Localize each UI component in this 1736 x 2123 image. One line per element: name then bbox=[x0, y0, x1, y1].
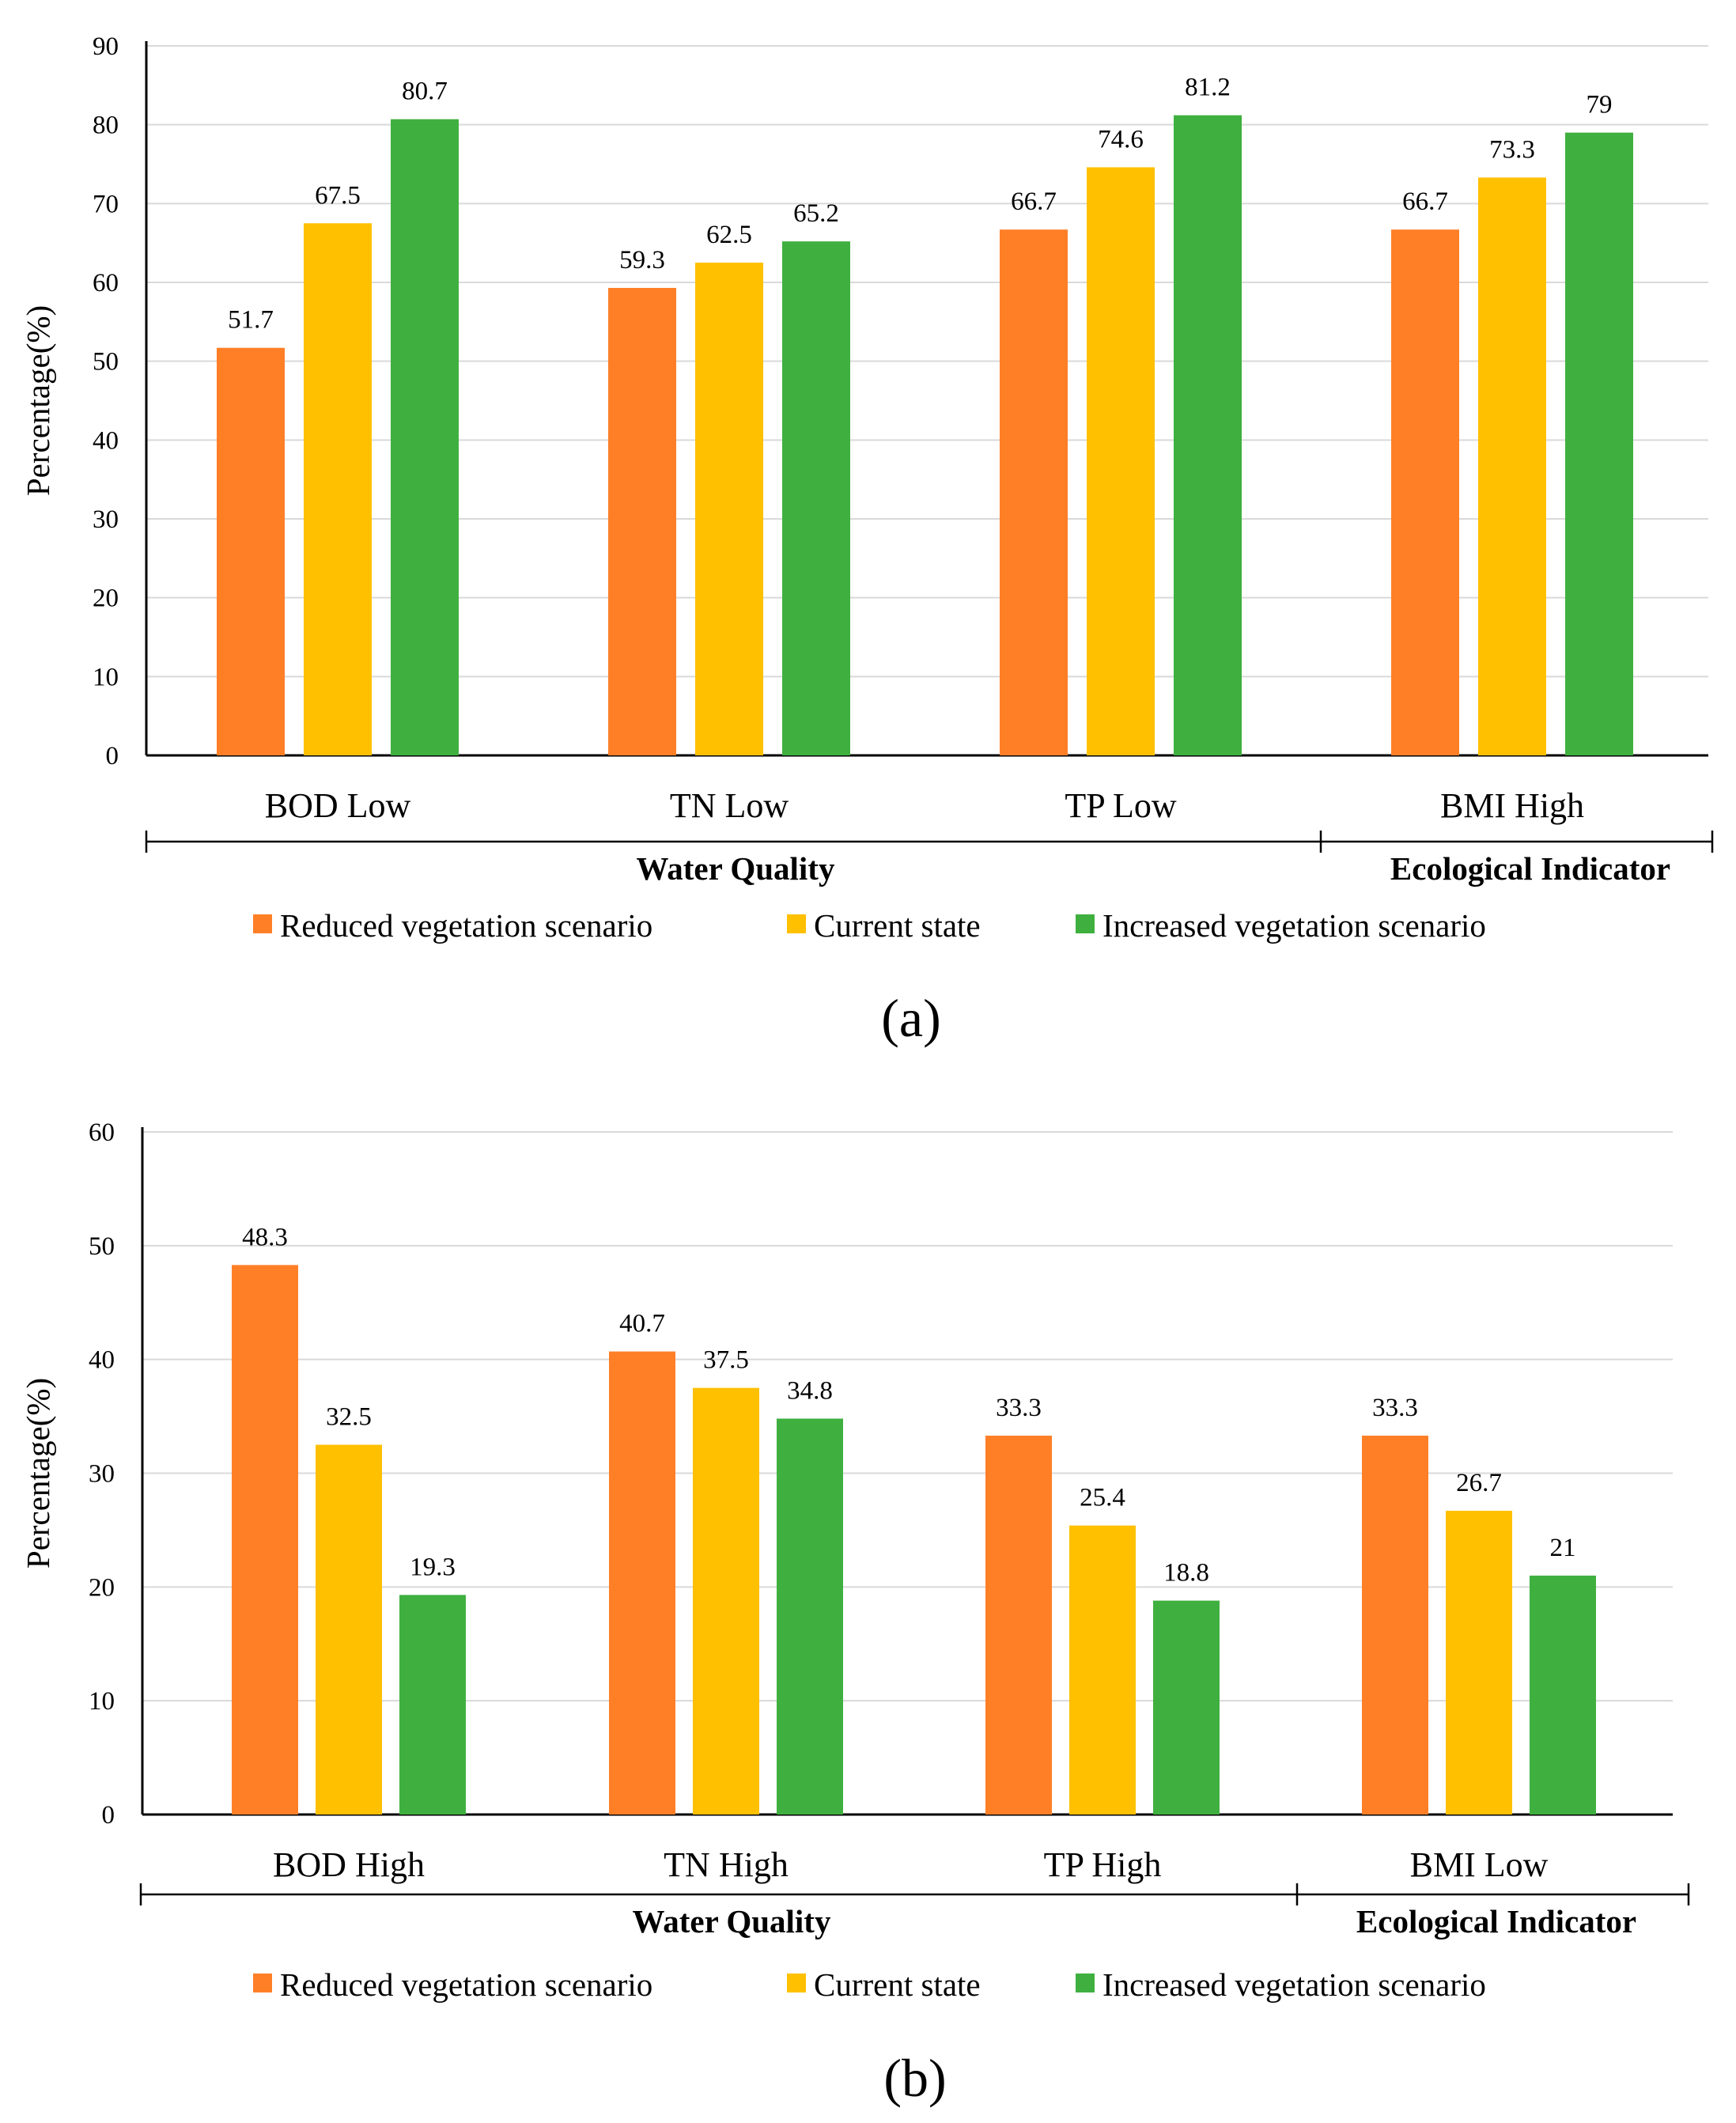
panel-a-data-label: 66.7 bbox=[1011, 187, 1057, 216]
panel-a-data-label: 59.3 bbox=[619, 246, 665, 274]
panel-b-data-label: 48.3 bbox=[242, 1223, 288, 1251]
panel-a-bar-bod-low-series-2 bbox=[304, 223, 372, 755]
panel-b-bar-tn-high-series-1 bbox=[609, 1351, 675, 1815]
panel-b-data-label: 37.5 bbox=[703, 1346, 749, 1375]
panel-b-y-tick-label: 10 bbox=[89, 1687, 115, 1716]
panel-b-legend-swatch bbox=[253, 1974, 272, 1992]
panel-a-data-label: 74.6 bbox=[1098, 125, 1144, 153]
panel-a-y-tick-label: 90 bbox=[93, 32, 119, 61]
panel-b-data-label: 32.5 bbox=[326, 1403, 372, 1432]
panel-a-data-label: 67.5 bbox=[315, 181, 361, 210]
panel-a-bar-bod-low-series-1 bbox=[217, 347, 285, 755]
panel-a-bar-bod-low-series-3 bbox=[391, 119, 459, 755]
panel-a-legend-label: Reduced vegetation scenario bbox=[280, 907, 652, 944]
panel-b-bar-tp-high-series-1 bbox=[985, 1436, 1052, 1815]
panel-b-group-label: Ecological Indicator bbox=[1356, 1903, 1636, 1939]
panel-b-legend-label: Reduced vegetation scenario bbox=[280, 1966, 652, 2003]
panel-b-category-label: TP High bbox=[1044, 1845, 1162, 1884]
panel-a-legend-swatch bbox=[1076, 914, 1095, 933]
panel-b-legend-swatch bbox=[787, 1974, 806, 1992]
panel-b-legend-label: Current state bbox=[814, 1966, 981, 2003]
panel-b-data-label: 25.4 bbox=[1080, 1484, 1125, 1512]
panel-a-bar-tn-low-series-3 bbox=[782, 241, 850, 755]
panel-a-data-label: 73.3 bbox=[1489, 135, 1535, 164]
panel-b-category-label: BOD High bbox=[273, 1845, 425, 1884]
panel-a-y-tick-label: 0 bbox=[106, 742, 119, 770]
panel-a-legend-label: Increased vegetation scenario bbox=[1102, 907, 1486, 944]
panel-b-y-axis-title: Percentage(%) bbox=[20, 1378, 56, 1569]
panel-a-category-label: TP Low bbox=[1065, 786, 1177, 825]
panel-a-data-label: 79 bbox=[1587, 91, 1613, 119]
panel-b-bar-tn-high-series-3 bbox=[777, 1418, 843, 1815]
panel-b-y-tick-label: 30 bbox=[89, 1460, 115, 1489]
panel-a-y-tick-label: 30 bbox=[93, 505, 119, 534]
panel-b-bar-bod-high-series-1 bbox=[232, 1265, 298, 1815]
panel-b-bar-bmi-low-series-1 bbox=[1362, 1436, 1428, 1815]
panel-b-bar-bmi-low-series-3 bbox=[1530, 1575, 1596, 1815]
panel-a-y-tick-label: 60 bbox=[93, 269, 119, 297]
panel-b-y-tick-label: 50 bbox=[89, 1232, 115, 1261]
panel-a-bar-tp-low-series-1 bbox=[1000, 229, 1068, 755]
panel-b-category-label: TN High bbox=[664, 1845, 789, 1884]
panel-a-panel-label: (a) bbox=[881, 988, 940, 1048]
panel-a-data-label: 80.7 bbox=[402, 78, 448, 106]
panel-a-category-label: TN Low bbox=[670, 786, 789, 825]
panel-b-data-label: 26.7 bbox=[1456, 1469, 1502, 1497]
panel-a-bar-bmi-high-series-1 bbox=[1391, 229, 1459, 755]
panel-b-y-tick-label: 60 bbox=[89, 1118, 115, 1147]
panel-a-category-label: BOD Low bbox=[265, 786, 411, 825]
panel-a-category-label: BMI High bbox=[1440, 786, 1584, 825]
panel-a-y-tick-label: 20 bbox=[93, 585, 119, 613]
panel-b-bar-tp-high-series-3 bbox=[1153, 1600, 1220, 1815]
panel-b-bar-tp-high-series-2 bbox=[1069, 1525, 1136, 1815]
panel-a-group-label: Ecological Indicator bbox=[1390, 850, 1670, 887]
panel-a-data-label: 66.7 bbox=[1402, 187, 1448, 216]
panel-b-y-tick-label: 20 bbox=[89, 1573, 115, 1602]
panel-b-data-label: 33.3 bbox=[1372, 1394, 1418, 1422]
panel-a-group-label: Water Quality bbox=[637, 850, 835, 887]
panel-b-bar-tn-high-series-2 bbox=[693, 1387, 759, 1815]
panel-a-bar-tn-low-series-1 bbox=[608, 287, 676, 755]
panel-a-legend-swatch bbox=[253, 914, 272, 933]
panel-a-legend-swatch bbox=[787, 914, 806, 933]
panel-a-data-label: 81.2 bbox=[1185, 74, 1231, 102]
panel-b-data-label: 19.3 bbox=[410, 1553, 456, 1581]
panel-b-data-label: 21 bbox=[1550, 1534, 1576, 1562]
panel-b-data-label: 40.7 bbox=[619, 1310, 665, 1338]
panel-a-y-tick-label: 10 bbox=[93, 663, 119, 691]
panel-a-data-label: 65.2 bbox=[793, 199, 839, 228]
panel-a-y-axis-title: Percentage(%) bbox=[20, 305, 56, 496]
panel-b-bar-bod-high-series-2 bbox=[316, 1444, 382, 1815]
panel-b-data-label: 18.8 bbox=[1163, 1559, 1209, 1588]
panel-a-bar-bmi-high-series-2 bbox=[1478, 177, 1546, 755]
panel-a-data-label: 62.5 bbox=[706, 221, 752, 249]
panel-b-legend-swatch bbox=[1076, 1974, 1095, 1992]
panel-a-data-label: 51.7 bbox=[228, 306, 274, 335]
panel-b-legend-label: Increased vegetation scenario bbox=[1102, 1966, 1486, 2003]
panel-b-group-label: Water Quality bbox=[633, 1903, 831, 1939]
panel-b-category-label: BMI Low bbox=[1410, 1845, 1549, 1884]
panel-a-legend-label: Current state bbox=[814, 907, 981, 944]
panel-b-y-tick-label: 40 bbox=[89, 1346, 115, 1375]
panel-a-y-tick-label: 80 bbox=[93, 112, 119, 140]
panel-a-bar-bmi-high-series-3 bbox=[1565, 132, 1633, 756]
panel-b-panel-label: (b) bbox=[883, 2048, 946, 2108]
panel-a-bar-tp-low-series-3 bbox=[1174, 115, 1242, 755]
panel-b-bar-bmi-low-series-2 bbox=[1446, 1510, 1512, 1815]
panel-a-y-tick-label: 70 bbox=[93, 190, 119, 218]
panel-a-y-tick-label: 40 bbox=[93, 426, 119, 455]
panel-b-y-tick-label: 0 bbox=[102, 1801, 115, 1830]
panel-b-bar-bod-high-series-3 bbox=[399, 1595, 466, 1815]
panel-a-y-tick-label: 50 bbox=[93, 348, 119, 377]
panel-b-data-label: 33.3 bbox=[996, 1394, 1042, 1422]
panel-a-bar-tn-low-series-2 bbox=[695, 263, 763, 755]
panel-a-bar-tp-low-series-2 bbox=[1087, 167, 1155, 755]
panel-b-data-label: 34.8 bbox=[787, 1376, 833, 1405]
